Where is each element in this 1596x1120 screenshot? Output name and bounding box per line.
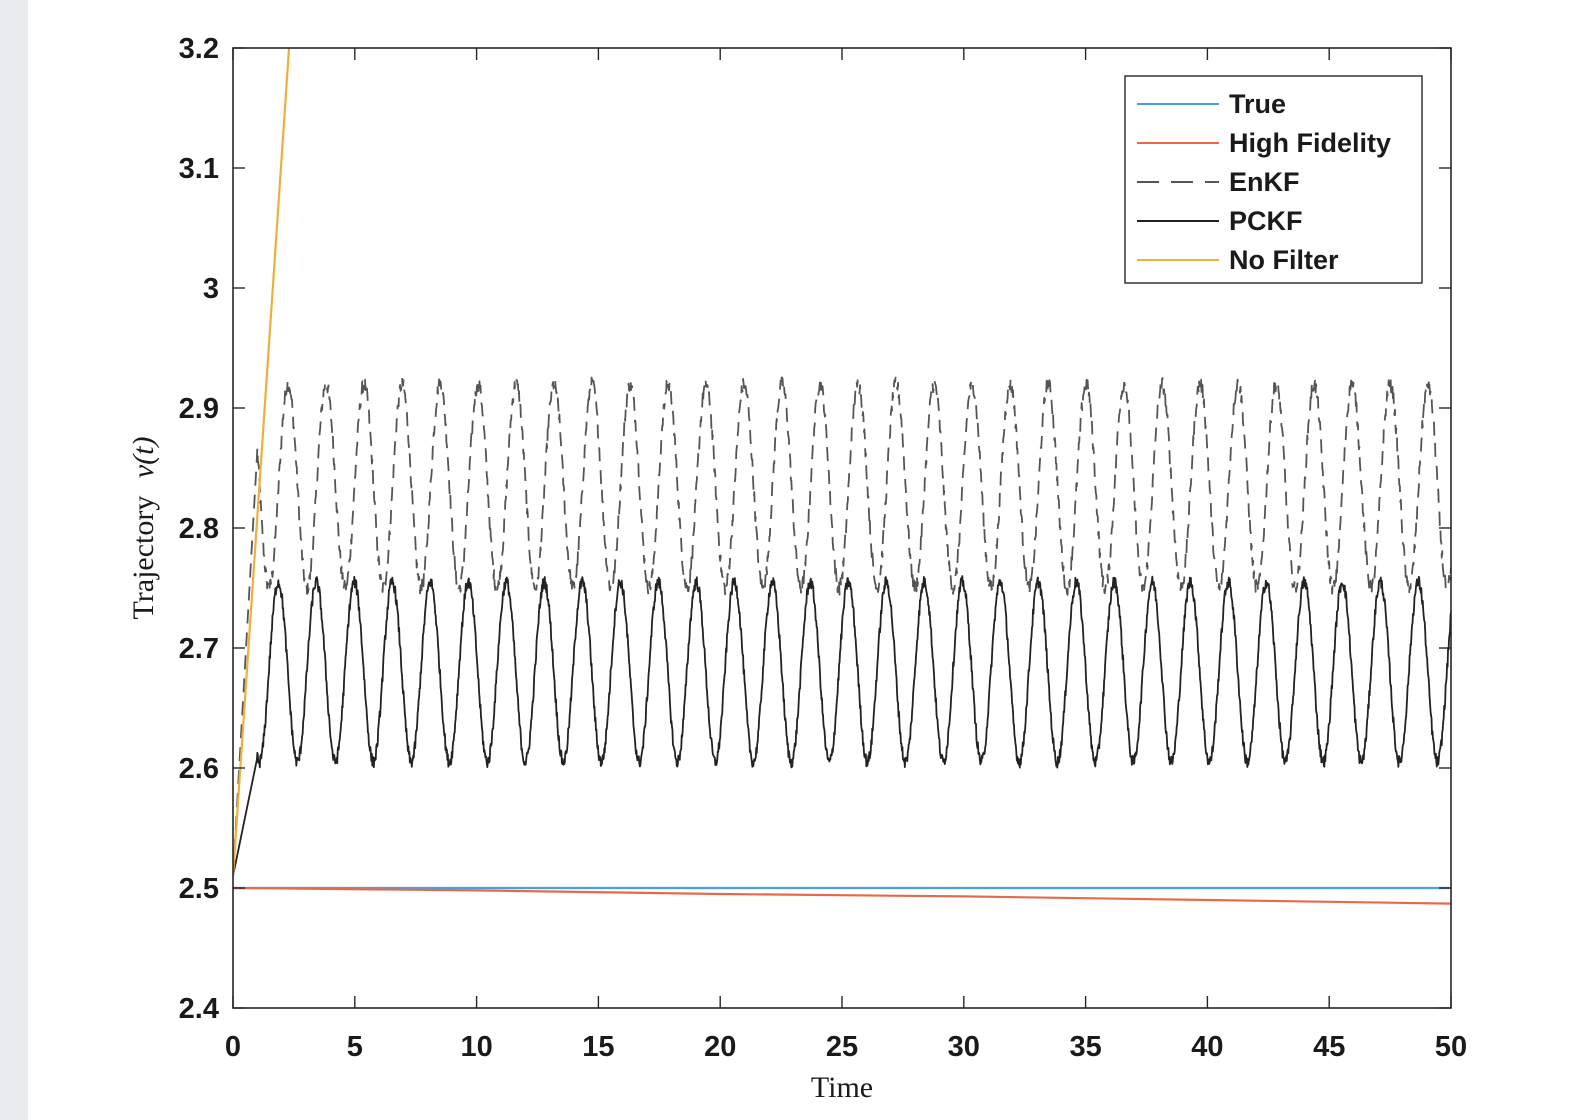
y-tick-label: 3: [203, 273, 219, 305]
legend-label: PCKF: [1229, 206, 1303, 236]
y-tick-label: 3.1: [179, 153, 219, 185]
y-axis-label: Trajectory v(t): [127, 436, 160, 619]
y-tick-label: 2.9: [179, 393, 219, 425]
legend-label: EnKF: [1229, 167, 1300, 197]
legend: True High Fidelity EnKF PCKF No Filter: [1124, 75, 1423, 284]
x-tick-label: 30: [948, 1031, 980, 1063]
x-axis-label: Time: [811, 1071, 873, 1104]
x-axis-ticks: 0 5 10 15 20 25 30 35 40 45 50: [225, 48, 1467, 1063]
series-line-enkf: [233, 376, 1451, 877]
x-tick-label: 0: [225, 1031, 241, 1063]
svg-text:Trajectory v(t): Trajectory v(t): [127, 436, 160, 619]
series-lines: [233, 48, 1451, 905]
x-tick-label: 20: [704, 1031, 736, 1063]
x-tick-label: 5: [347, 1031, 363, 1063]
legend-label: No Filter: [1229, 245, 1339, 275]
legend-box: [1124, 75, 1423, 284]
y-axis-label-prefix: Trajectory: [127, 496, 160, 620]
series-line-high-fidelity: [233, 886, 1451, 905]
legend-label: High Fidelity: [1229, 128, 1391, 158]
y-tick-label: 2.6: [179, 753, 219, 785]
y-tick-label: 2.4: [179, 993, 219, 1025]
y-axis-ticks: 2.4 2.5 2.6 2.7 2.8 2.9 3 3.1 3.2: [179, 33, 1451, 1025]
legend-label: True: [1229, 89, 1286, 119]
x-tick-label: 50: [1435, 1031, 1467, 1063]
y-axis-label-variable: v(t): [127, 436, 160, 478]
x-tick-label: 15: [582, 1031, 614, 1063]
series-line-no-filter: [233, 48, 291, 877]
y-tick-label: 2.8: [179, 513, 219, 545]
x-tick-label: 40: [1191, 1031, 1223, 1063]
y-tick-label: 2.7: [179, 633, 219, 665]
y-tick-label: 3.2: [179, 33, 219, 65]
x-tick-label: 35: [1069, 1031, 1101, 1063]
series-line-pckf: [233, 575, 1451, 877]
x-tick-label: 25: [826, 1031, 858, 1063]
y-tick-label: 2.5: [179, 873, 219, 905]
left-border-strip: [0, 0, 28, 1120]
x-tick-label: 45: [1313, 1031, 1345, 1063]
x-tick-label: 10: [460, 1031, 492, 1063]
